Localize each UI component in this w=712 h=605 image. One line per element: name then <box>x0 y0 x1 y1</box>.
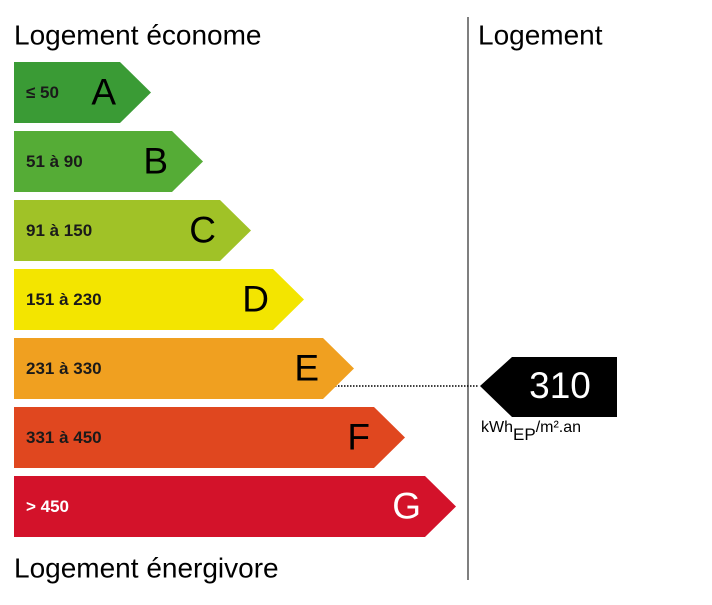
indicator-arrow <box>480 357 617 417</box>
class-bar <box>14 62 151 123</box>
header-left: Logement économe <box>14 19 262 50</box>
class-letter: D <box>242 278 269 319</box>
class-bar <box>14 269 304 330</box>
class-letter: C <box>189 209 216 250</box>
class-range: 231 à 330 <box>26 359 102 378</box>
class-range: 51 à 90 <box>26 152 83 171</box>
footer: Logement énergivore <box>14 552 279 583</box>
unit-sub: EP <box>513 425 536 444</box>
unit-suffix: /m².an <box>536 419 581 436</box>
class-range: 91 à 150 <box>26 221 92 240</box>
indicator-unit: kWhEP/m².an <box>481 419 581 444</box>
class-letter: G <box>392 485 421 526</box>
class-bar <box>14 476 456 537</box>
class-range: > 450 <box>26 497 69 516</box>
class-letter: A <box>91 71 116 112</box>
class-letter: B <box>143 140 168 181</box>
class-range: 331 à 450 <box>26 428 102 447</box>
class-bar <box>14 200 251 261</box>
class-letter: F <box>347 416 370 457</box>
class-range: ≤ 50 <box>26 83 59 102</box>
class-bar <box>14 131 203 192</box>
unit: kWh <box>481 419 513 436</box>
header-right: Logement <box>478 19 603 50</box>
class-letter: E <box>294 347 319 388</box>
class-bar <box>14 338 354 399</box>
class-range: 151 à 230 <box>26 290 102 309</box>
class-bar <box>14 407 405 468</box>
indicator-value: 310 <box>529 365 591 406</box>
